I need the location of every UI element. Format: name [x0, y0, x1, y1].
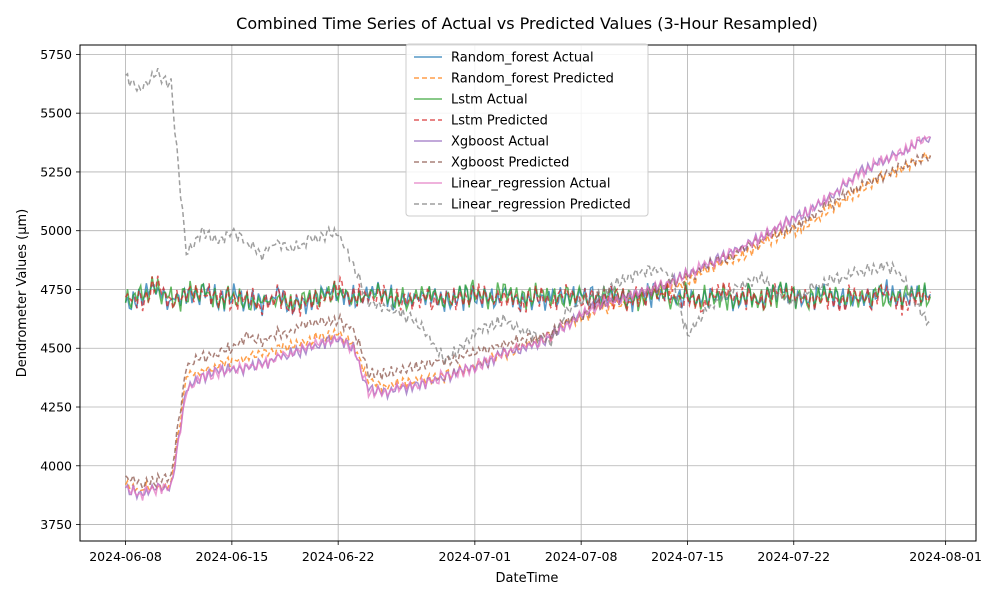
y-tick-label: 4250 [40, 400, 72, 415]
legend-label: Xgboost Actual [451, 135, 549, 150]
legend-label: Lstm Actual [451, 93, 528, 108]
legend-label: Linear_regression Actual [451, 177, 610, 192]
plot-area [124, 68, 932, 502]
y-tick-label: 5500 [40, 106, 72, 121]
y-tick-label: 3750 [40, 517, 72, 532]
x-tick-label: 2024-07-22 [757, 549, 830, 564]
x-tick-label: 2024-06-15 [196, 549, 269, 564]
y-tick-label: 4750 [40, 282, 72, 297]
x-axis: 2024-06-08 2024-06-15 2024-06-22 2024-07-01… [89, 541, 982, 564]
x-tick-label: 2024-07-08 [545, 549, 618, 564]
y-tick-label: 5000 [40, 223, 72, 238]
series-line-xgboost-predicted [125, 153, 932, 491]
x-axis-title: DateTime [496, 571, 559, 586]
series-line-linear-regression-predicted [125, 68, 932, 365]
series-line-lstm-predicted [124, 274, 932, 317]
x-tick-label: 2024-07-15 [651, 549, 724, 564]
series-line-random-forest-predicted [124, 149, 932, 493]
legend-label: Linear_regression Predicted [451, 198, 631, 213]
legend-label: Random_forest Actual [451, 51, 594, 66]
y-axis: 3750 4000 4250 4500 4750 5000 5250 5500 5750 [40, 47, 80, 532]
y-tick-label: 5250 [40, 164, 72, 179]
series-line-linear-regression-actual [125, 134, 931, 501]
y-tick-label: 4000 [40, 458, 72, 473]
x-tick-label: 2024-06-22 [302, 549, 375, 564]
x-tick-label: 2024-06-08 [89, 549, 162, 564]
chart-title: Combined Time Series of Actual vs Predic… [236, 14, 818, 33]
legend: Random_forest Actual Random_forest Predic… [405, 43, 649, 217]
x-tick-label: 2024-07-01 [439, 549, 512, 564]
legend-label: Random_forest Predicted [451, 72, 614, 87]
legend-label: Lstm Predicted [451, 114, 548, 129]
x-tick-label: 2024-08-01 [909, 549, 982, 564]
series-layer [124, 68, 932, 502]
y-tick-label: 5750 [40, 47, 72, 62]
y-tick-label: 4500 [40, 341, 72, 356]
legend-label: Xgboost Predicted [451, 156, 569, 171]
y-axis-title: Dendrometer Values (μm) [15, 209, 30, 377]
legend-box [405, 43, 649, 217]
